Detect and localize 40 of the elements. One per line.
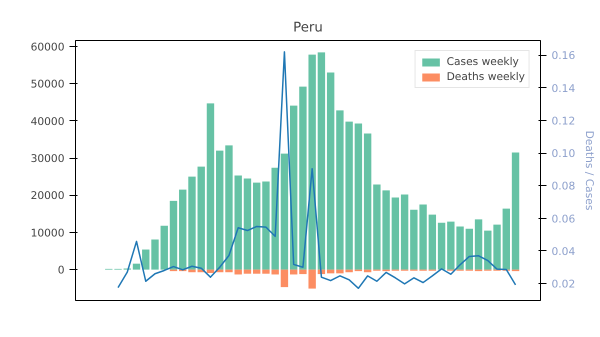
bar: [142, 250, 150, 270]
bar: [160, 226, 168, 270]
legend-label: Cases weekly: [446, 55, 519, 68]
bar: [244, 270, 252, 274]
y-tick-label: 40000: [30, 114, 65, 128]
y2-axis-title: Deaths / Cases: [583, 130, 596, 211]
chart-title: Peru: [293, 20, 323, 36]
bar: [502, 208, 510, 270]
y2-tick-label: 0.16: [552, 49, 576, 62]
bar: [225, 270, 233, 272]
y-tick-label: 20000: [30, 189, 65, 202]
bar: [216, 150, 224, 270]
bar: [170, 200, 178, 270]
y2-tick-label: 0.10: [552, 147, 576, 160]
y2-tick-label: 0.06: [552, 212, 576, 226]
y2-tick-label: 0.08: [552, 180, 576, 193]
bar: [151, 240, 159, 270]
y2-tick-label: 0.04: [552, 244, 576, 258]
y-tick-label: 60000: [30, 40, 65, 54]
legend-label: Deaths weekly: [446, 70, 525, 83]
y-tick-label: 50000: [30, 78, 65, 91]
y2-tick-label: 0.02: [552, 278, 576, 291]
y2-tick-label: 0.14: [552, 82, 576, 95]
y2-tick-label: 0.12: [552, 114, 576, 128]
bar: [234, 176, 242, 270]
y-tick-label: 0: [58, 264, 65, 277]
bar: [493, 224, 501, 270]
bar: [188, 176, 196, 270]
bar: [206, 270, 214, 273]
bar: [512, 152, 520, 270]
bar: [234, 270, 242, 274]
y-tick-label: 10000: [30, 226, 65, 240]
bar: [198, 166, 205, 270]
bar: [179, 190, 186, 270]
bar: [188, 270, 196, 272]
bar: [225, 145, 233, 270]
bar: [206, 103, 214, 270]
bar: [244, 178, 252, 270]
bar: [132, 264, 140, 270]
y-tick-label: 30000: [30, 152, 65, 166]
